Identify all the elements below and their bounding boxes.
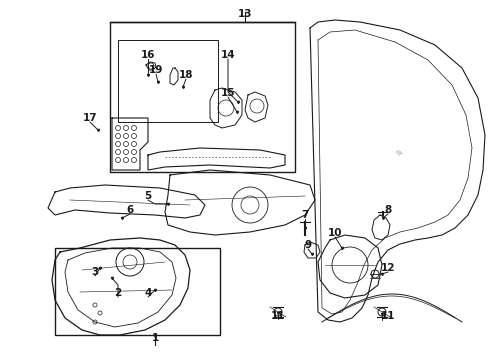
Bar	[55, 248, 220, 335]
Text: 7: 7	[301, 210, 309, 220]
Text: 5: 5	[145, 191, 151, 201]
Text: 10: 10	[328, 228, 342, 238]
Text: 6: 6	[126, 205, 134, 215]
Text: 13: 13	[238, 9, 252, 19]
Text: 18: 18	[179, 70, 193, 80]
Bar	[110, 22, 295, 172]
Text: 9: 9	[304, 240, 312, 250]
Text: 3: 3	[91, 267, 98, 277]
Text: 15: 15	[221, 88, 235, 98]
Text: 11: 11	[381, 311, 395, 321]
Text: ///: ///	[395, 149, 402, 156]
Text: 2: 2	[114, 288, 122, 298]
Text: 8: 8	[384, 205, 392, 215]
Text: 4: 4	[145, 288, 152, 298]
Text: 16: 16	[141, 50, 155, 60]
Text: 12: 12	[381, 263, 395, 273]
Text: 11: 11	[271, 311, 285, 321]
Text: 14: 14	[220, 50, 235, 60]
Text: 17: 17	[83, 113, 98, 123]
Text: 1: 1	[151, 333, 159, 343]
Text: 19: 19	[149, 65, 163, 75]
Bar	[118, 40, 218, 122]
